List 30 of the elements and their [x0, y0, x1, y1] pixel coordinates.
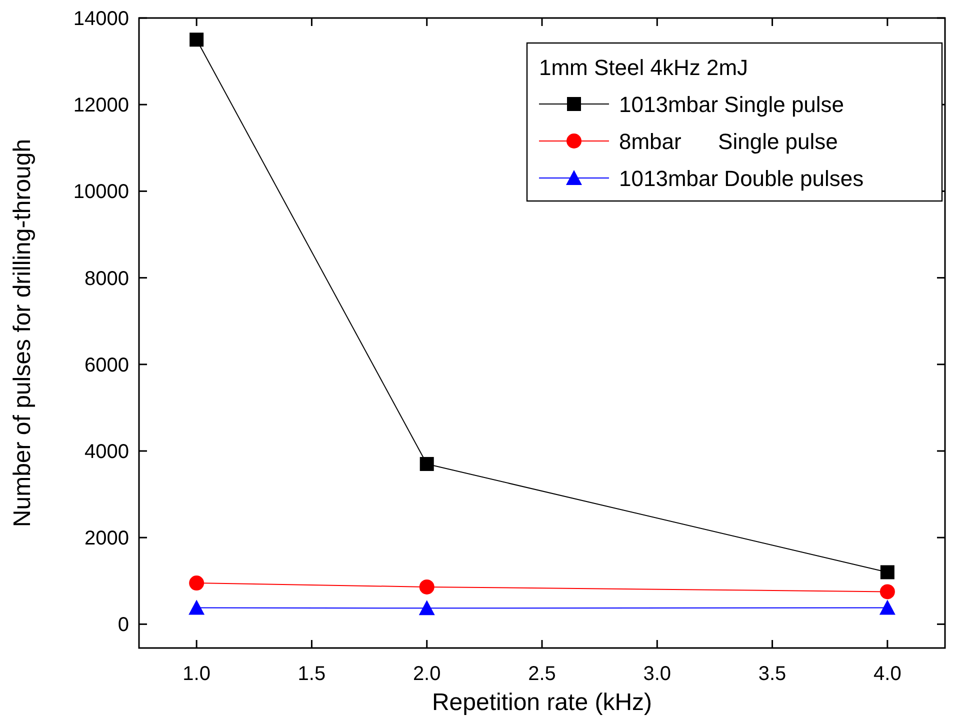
- x-axis-title: Repetition rate (kHz): [432, 689, 652, 716]
- y-tick-label: 14000: [73, 8, 129, 30]
- legend-label: 8mbar Single pulse: [619, 129, 838, 154]
- y-tick-label: 2000: [84, 528, 129, 550]
- y-tick-label: 10000: [73, 181, 129, 204]
- point: [418, 600, 435, 616]
- y-tick-label: 4000: [84, 440, 129, 463]
- x-tick-label: 1.5: [298, 663, 326, 685]
- point: [419, 579, 434, 594]
- point: [879, 600, 896, 615]
- x-tick-label: 4.0: [874, 663, 902, 685]
- y-axis-title: Number of pulses for drilling-through: [9, 138, 36, 528]
- point: [189, 576, 204, 591]
- x-tick-label: 2.0: [412, 663, 441, 685]
- x-tick-label: 1.0: [182, 663, 210, 685]
- x-tick-label: 3.5: [758, 663, 786, 685]
- point: [420, 456, 434, 471]
- x-tick-label: 2.5: [528, 663, 556, 685]
- y-tick-label: 8000: [84, 268, 129, 290]
- y-tick-label: 6000: [84, 354, 129, 376]
- point: [880, 584, 895, 600]
- point: [880, 565, 894, 580]
- y-tick-label: 12000: [73, 94, 129, 117]
- y-tick-label: 0: [118, 614, 129, 636]
- point: [188, 600, 205, 615]
- x-tick-label: 3.0: [643, 663, 672, 685]
- legend-label: 1013mbar Double pulses: [619, 166, 864, 191]
- legend-title: 1mm Steel 4kHz 2mJ: [539, 55, 748, 80]
- legend-label: 1013mbar Single pulse: [619, 92, 844, 117]
- point: [190, 32, 204, 47]
